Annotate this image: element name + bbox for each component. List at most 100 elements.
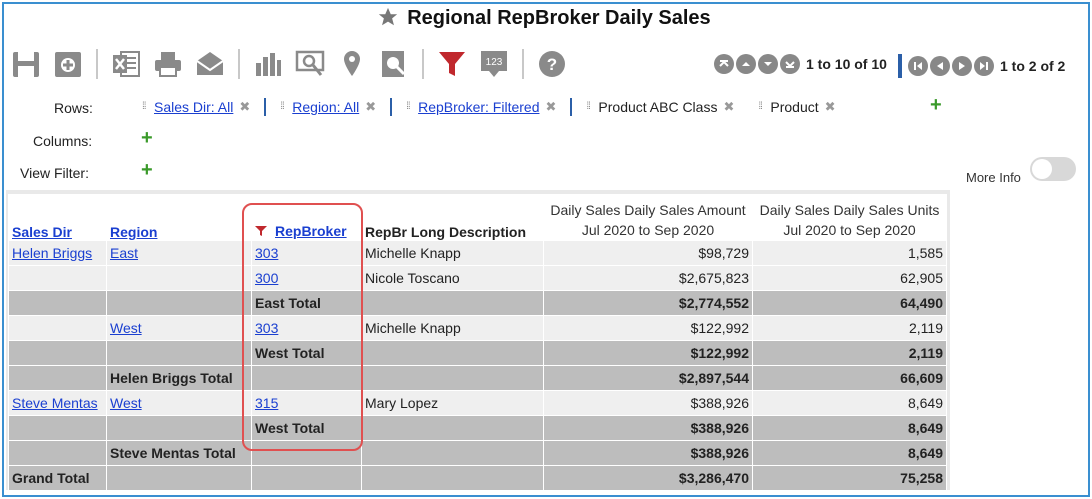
chip-product-abc-class[interactable]: ⁞⁞ Product ABC Class ✖	[586, 99, 734, 115]
first-page-icon[interactable]	[714, 54, 734, 74]
header-sales-dir[interactable]: Sales Dir	[8, 194, 107, 241]
grand-total-row: Grand Total $3,286,470 75,258	[8, 465, 947, 491]
columns-label: Columns:	[33, 133, 93, 149]
drilldown-icon[interactable]	[294, 48, 326, 80]
search-report-icon[interactable]	[378, 48, 410, 80]
drag-handle-icon[interactable]: ⁞⁞	[758, 101, 763, 112]
region-link[interactable]: West	[110, 320, 142, 336]
repbroker-link[interactable]: 303	[255, 245, 279, 261]
print-icon[interactable]	[152, 48, 184, 80]
filter-applied-icon[interactable]	[255, 224, 267, 240]
sales-dir-cell	[8, 265, 107, 291]
add-view-filter-icon[interactable]: +	[141, 159, 153, 181]
subtotal-row: East Total $2,774,552 64,490	[8, 290, 947, 316]
email-icon[interactable]	[194, 48, 226, 80]
map-pin-icon[interactable]	[336, 48, 368, 80]
next-column-icon[interactable]	[952, 56, 972, 76]
drag-handle-icon[interactable]: ⁞⁞	[280, 101, 285, 112]
region-cell	[106, 340, 252, 366]
chip-region-link[interactable]: Region: All	[292, 99, 360, 115]
repbroker-link[interactable]: 315	[255, 395, 279, 411]
row-pager-text: 1 to 10 of 10	[806, 56, 887, 72]
remove-icon[interactable]: ✖	[365, 99, 377, 114]
header-sales-amount[interactable]: Daily Sales Daily Sales Amount Jul 2020 …	[543, 194, 753, 241]
repbroker-sort-link[interactable]: RepBroker	[275, 222, 347, 239]
title-row: Regional RepBroker Daily Sales	[0, 6, 1088, 31]
desc-cell: Mary Lopez	[361, 390, 544, 416]
more-info-toggle[interactable]	[1030, 157, 1076, 181]
page-title: Regional RepBroker Daily Sales	[407, 7, 711, 29]
header-sales-units-line2: Jul 2020 to Sep 2020	[783, 222, 916, 238]
table-row: Steve Mentas West 315 Mary Lopez $388,92…	[8, 390, 947, 416]
header-desc: RepBr Long Description	[361, 194, 544, 241]
remove-icon[interactable]: ✖	[824, 99, 836, 114]
number-format-icon[interactable]: 123	[478, 48, 510, 80]
header-sales-amount-line1: Daily Sales Daily Sales Amount	[550, 202, 746, 218]
repbroker-link[interactable]: 303	[255, 320, 279, 336]
more-info-label: More Info	[966, 170, 1021, 185]
desc-cell: Michelle Knapp	[361, 315, 544, 341]
repbroker-link[interactable]: 300	[255, 270, 279, 286]
chart-icon[interactable]	[252, 48, 284, 80]
amount-cell: $122,992	[543, 340, 753, 366]
excel-icon[interactable]	[110, 48, 142, 80]
prev-page-icon[interactable]	[736, 54, 756, 74]
sales-dir-cell	[8, 315, 107, 341]
amount-cell: $2,774,552	[543, 290, 753, 316]
chip-product[interactable]: ⁞⁞ Product ✖	[758, 99, 835, 115]
chip-sales-dir[interactable]: ⁞⁞ Sales Dir: All ✖	[142, 99, 250, 115]
filter-icon[interactable]	[436, 48, 468, 80]
chip-region[interactable]: ⁞⁞ Region: All ✖	[280, 99, 376, 115]
last-page-icon[interactable]	[780, 54, 800, 74]
amount-cell: $388,926	[543, 440, 753, 466]
sales-dir-link[interactable]: Helen Briggs	[12, 245, 93, 261]
header-region[interactable]: Region	[106, 194, 252, 241]
sales-dir-cell	[8, 290, 107, 316]
save-icon[interactable]	[10, 48, 42, 80]
prev-column-icon[interactable]	[930, 56, 950, 76]
amount-cell: $2,675,823	[543, 265, 753, 291]
table-row: 300 Nicole Toscano $2,675,823 62,905	[8, 265, 947, 291]
grand-total-label: Grand Total	[8, 465, 107, 491]
row-pager: 1 to 10 of 10	[714, 54, 887, 74]
chip-repbroker-link[interactable]: RepBroker: Filtered	[418, 99, 540, 115]
region-cell	[106, 415, 252, 441]
view-filter-label: View Filter:	[20, 165, 89, 181]
toolbar-separator	[238, 49, 240, 79]
remove-icon[interactable]: ✖	[545, 99, 557, 114]
remove-icon[interactable]: ✖	[239, 99, 251, 114]
drag-handle-icon[interactable]: ⁞⁞	[406, 101, 411, 112]
header-sales-units[interactable]: Daily Sales Daily Sales Units Jul 2020 t…	[752, 194, 947, 241]
save-as-icon[interactable]	[52, 48, 84, 80]
drag-handle-icon[interactable]: ⁞⁞	[142, 101, 147, 112]
desc-cell	[361, 440, 544, 466]
units-cell: 66,609	[752, 365, 947, 391]
add-row-icon[interactable]: +	[930, 94, 942, 116]
report-table: Sales Dir Region RepBroker RepBr Long De…	[8, 194, 947, 491]
total-label: Helen Briggs Total	[106, 365, 252, 391]
sales-dir-cell	[8, 365, 107, 391]
add-column-icon[interactable]: +	[141, 127, 153, 149]
help-icon[interactable]: ?	[536, 48, 568, 80]
favorite-star-icon[interactable]	[377, 6, 399, 31]
sales-dir-link[interactable]: Steve Mentas	[12, 395, 98, 411]
region-sort-link[interactable]: Region	[110, 224, 158, 240]
chip-sales-dir-link[interactable]: Sales Dir: All	[154, 99, 234, 115]
amount-cell: $122,992	[543, 315, 753, 341]
total-label: East Total	[251, 290, 362, 316]
region-link[interactable]: East	[110, 245, 139, 261]
chip-separator	[390, 98, 393, 116]
region-cell	[106, 290, 252, 316]
remove-icon[interactable]: ✖	[723, 99, 735, 114]
first-column-icon[interactable]	[908, 56, 928, 76]
amount-cell: $2,897,544	[543, 365, 753, 391]
region-link[interactable]: West	[110, 395, 142, 411]
units-cell: 8,649	[752, 440, 947, 466]
chip-separator	[570, 98, 573, 116]
chip-repbroker[interactable]: ⁞⁞ RepBroker: Filtered ✖	[406, 99, 556, 115]
sales-dir-sort-link[interactable]: Sales Dir	[12, 224, 72, 240]
drag-handle-icon[interactable]: ⁞⁞	[586, 101, 591, 112]
sales-dir-cell	[8, 340, 107, 366]
next-page-icon[interactable]	[758, 54, 778, 74]
last-column-icon[interactable]	[974, 56, 994, 76]
